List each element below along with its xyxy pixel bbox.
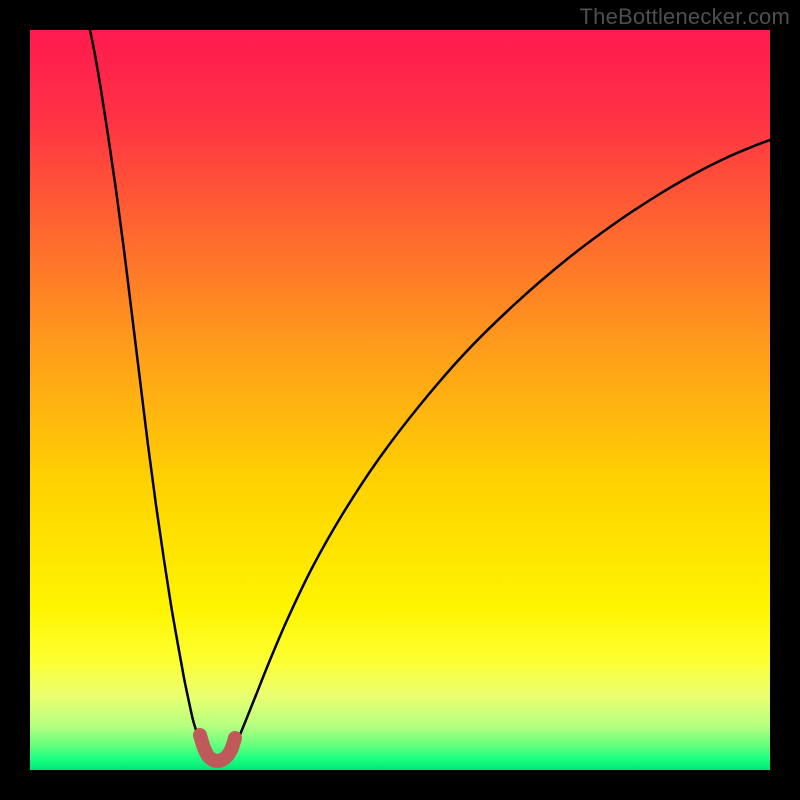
plot-background: [30, 30, 770, 770]
watermark-text: TheBottlenecker.com: [580, 4, 790, 30]
chart-svg: [0, 0, 800, 800]
chart-root: TheBottlenecker.com: [0, 0, 800, 800]
